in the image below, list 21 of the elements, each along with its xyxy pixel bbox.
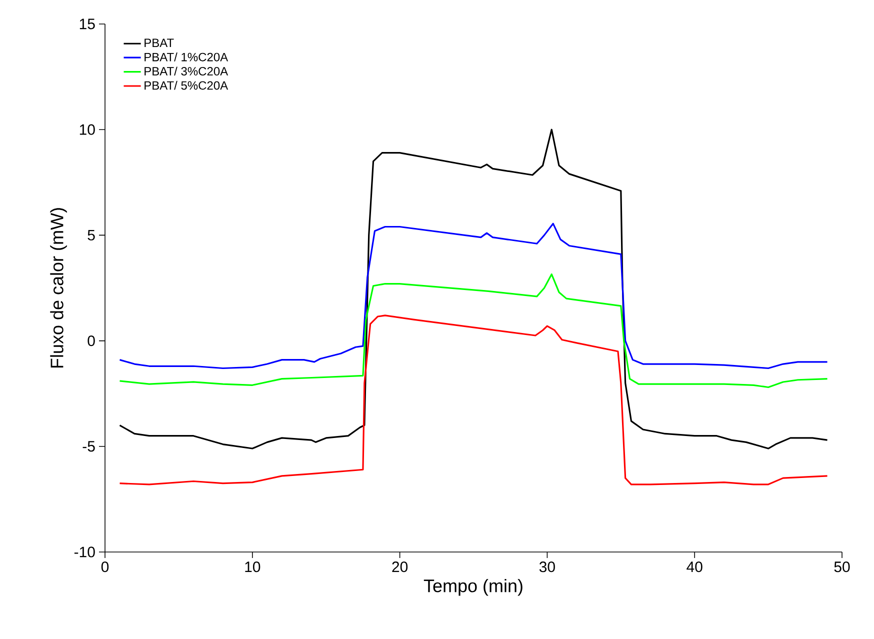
line-series bbox=[118, 222, 828, 370]
x-tick-label: 30 bbox=[539, 562, 555, 572]
line-series bbox=[118, 128, 828, 450]
line-series bbox=[118, 314, 828, 486]
legend-label: PBAT bbox=[144, 38, 174, 48]
legend-label: PBAT/ 3%C20A bbox=[144, 66, 228, 76]
x-tick-label: 10 bbox=[245, 562, 260, 572]
legend-label: PBAT/ 5%C20A bbox=[144, 80, 228, 90]
x-tick-label: 0 bbox=[101, 562, 109, 572]
y-tick-label: 0 bbox=[88, 335, 95, 346]
y-tick-label: -5 bbox=[82, 441, 95, 452]
x-tick-label: 40 bbox=[686, 562, 702, 572]
legend-label: PBAT/ 1%C20A bbox=[144, 52, 228, 62]
y-axis-title: Fluxo de calor (mW) bbox=[50, 208, 67, 368]
x-tick-label: 20 bbox=[392, 562, 408, 572]
y-tick-label: 10 bbox=[80, 124, 95, 135]
y-tick-label: 5 bbox=[88, 230, 95, 240]
y-tick-label: 15 bbox=[80, 18, 95, 30]
y-tick-label: -10 bbox=[74, 546, 95, 558]
x-tick-label: 50 bbox=[834, 562, 850, 572]
x-axis-title: Tempo (min) bbox=[424, 579, 522, 596]
